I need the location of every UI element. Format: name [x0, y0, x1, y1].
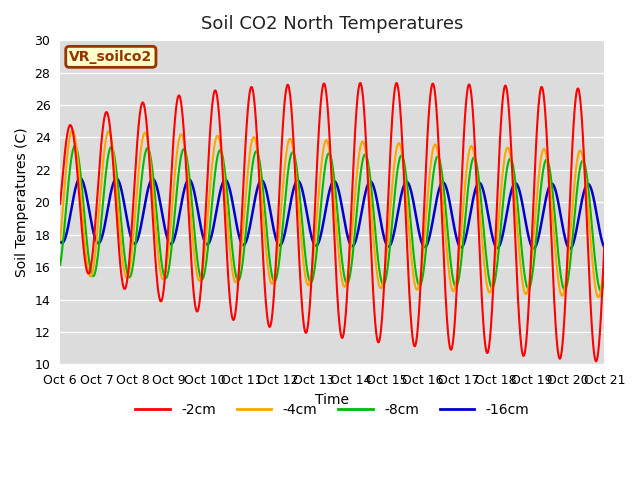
Title: Soil CO2 North Temperatures: Soil CO2 North Temperatures: [201, 15, 463, 33]
Y-axis label: Soil Temperatures (C): Soil Temperatures (C): [15, 128, 29, 277]
X-axis label: Time: Time: [316, 393, 349, 407]
Text: VR_soilco2: VR_soilco2: [69, 50, 152, 64]
Legend: -2cm, -4cm, -8cm, -16cm: -2cm, -4cm, -8cm, -16cm: [130, 397, 535, 422]
